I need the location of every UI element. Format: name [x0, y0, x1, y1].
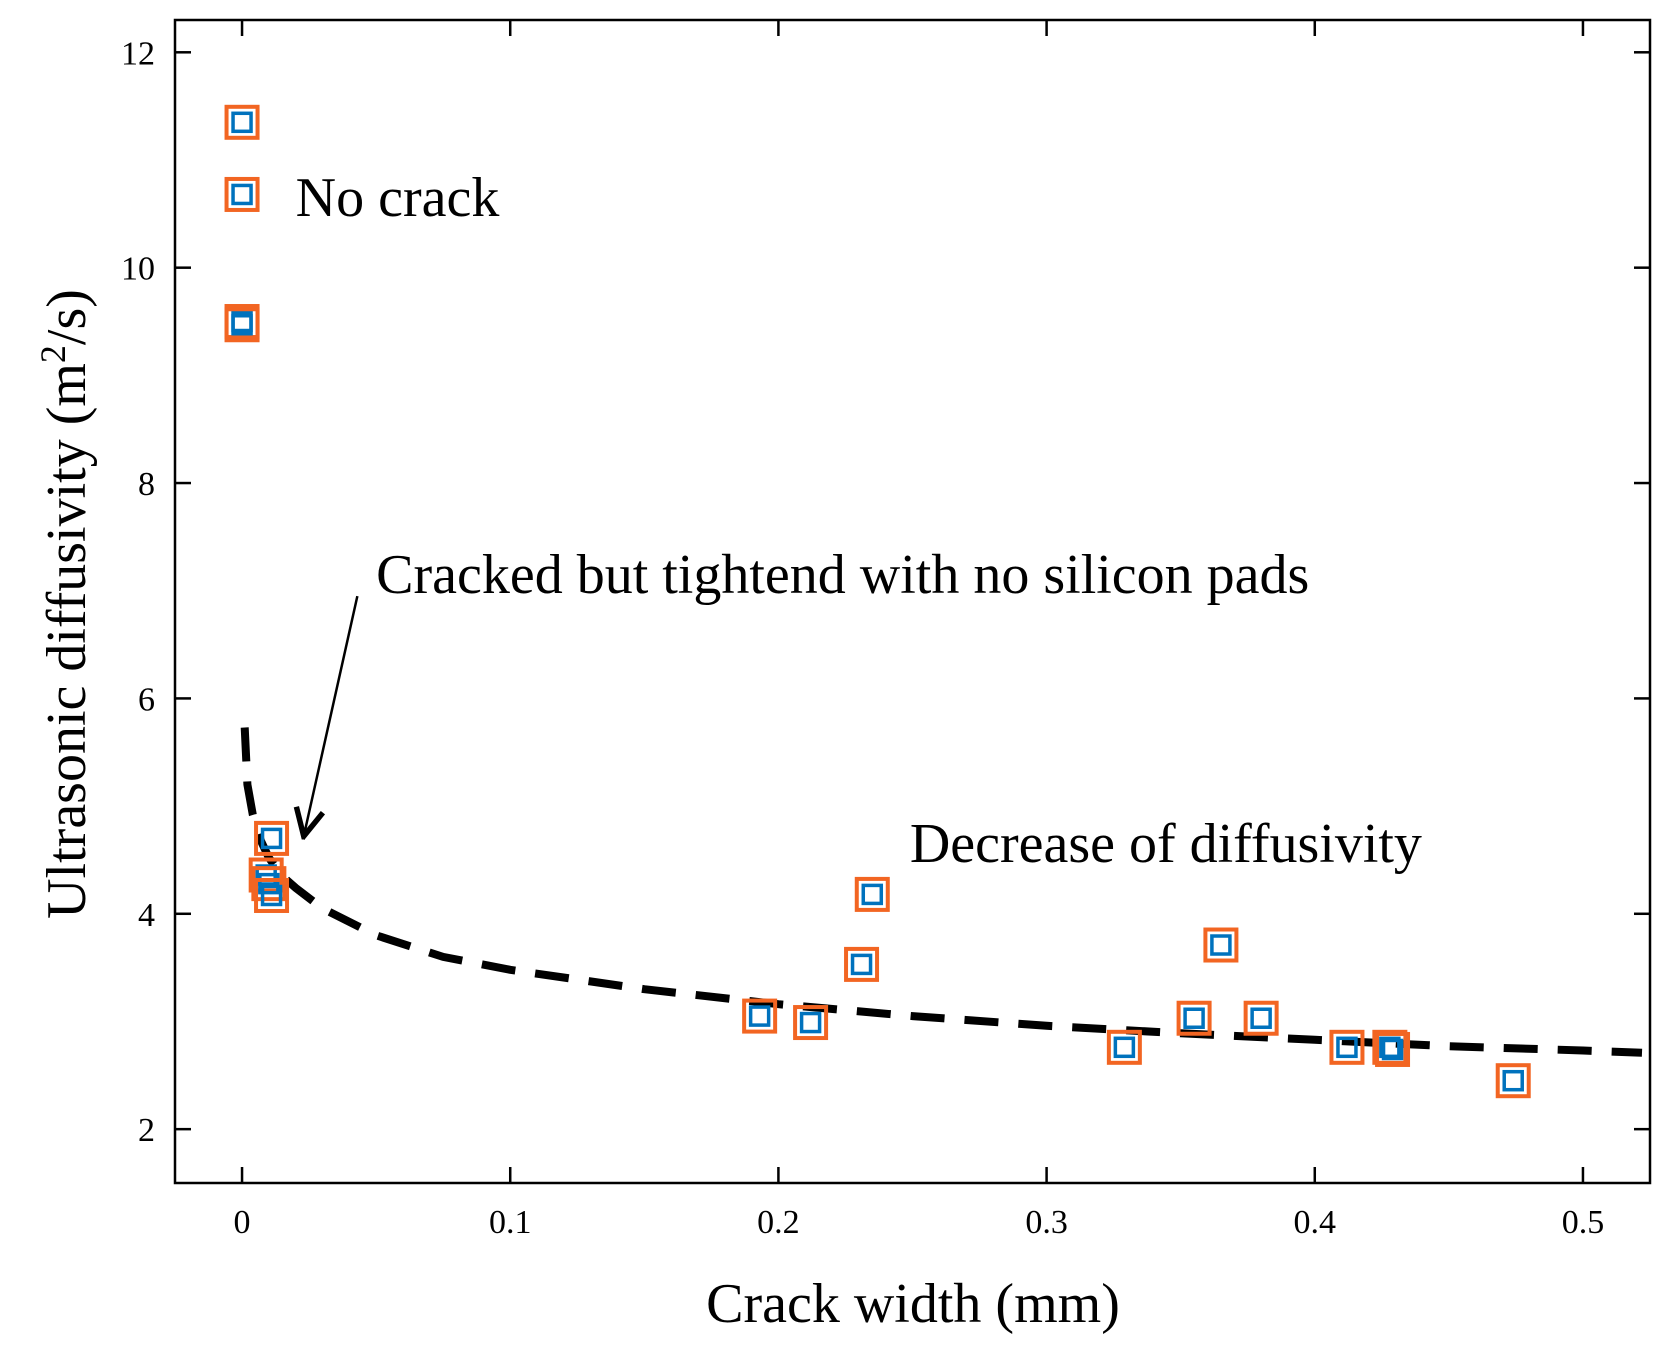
point-outer-square	[844, 946, 880, 982]
axis-labels: Crack width (mm) Ultrasonic diffusivity …	[33, 289, 1120, 1335]
annotation-cracked: Cracked but tightend with no silicon pad…	[376, 544, 1309, 606]
x-tick-label: 0.1	[489, 1204, 532, 1241]
data-point	[793, 1005, 829, 1041]
point-inner-square	[1381, 1038, 1404, 1061]
point-inner-square	[1183, 1007, 1205, 1029]
x-tick-label: 0	[234, 1204, 251, 1241]
y-tick-label: 12	[121, 35, 155, 72]
point-outer-square	[1106, 1029, 1142, 1065]
data-point	[251, 866, 287, 902]
y-axis-label-suffix: /s)	[36, 289, 98, 345]
point-inner-square	[258, 872, 280, 895]
point-outer-square	[1243, 1000, 1279, 1036]
data-point	[254, 877, 290, 913]
point-outer-square	[254, 820, 290, 856]
y-tick-label: 6	[138, 681, 155, 718]
point-inner-square	[799, 1011, 822, 1034]
point-outer-square	[1372, 1029, 1408, 1065]
data-point	[254, 820, 290, 856]
data-points	[224, 104, 1531, 1099]
annotation-arrow	[304, 595, 359, 836]
point-outer-square	[1176, 1000, 1212, 1036]
data-point	[224, 176, 260, 212]
y-tick-label: 8	[138, 466, 155, 503]
point-outer-square	[248, 857, 284, 893]
point-inner-square	[231, 111, 253, 134]
point-inner-square	[850, 953, 873, 976]
point-inner-square	[1250, 1007, 1272, 1029]
x-tick-label: 0.3	[1025, 1204, 1068, 1241]
data-point	[1176, 1000, 1212, 1036]
data-point	[854, 876, 890, 912]
point-outer-square	[793, 1005, 829, 1041]
annotation-no-crack: No crack	[296, 167, 500, 229]
point-outer-square	[251, 866, 287, 902]
point-outer-square	[224, 176, 260, 212]
point-inner-square	[1113, 1036, 1136, 1059]
point-outer-square	[854, 876, 890, 912]
data-point	[1375, 1031, 1411, 1067]
point-outer-square	[224, 307, 260, 343]
x-tick-label: 0.4	[1294, 1204, 1337, 1241]
point-inner-square	[260, 827, 283, 850]
point-inner-square	[1502, 1069, 1524, 1092]
data-point	[844, 946, 880, 982]
point-outer-square	[224, 104, 260, 140]
point-outer-square	[1329, 1029, 1365, 1065]
point-outer-square	[1375, 1031, 1411, 1067]
y-axis-label: Ultrasonic diffusivity (m2/s)	[33, 289, 98, 919]
point-inner-square	[1379, 1036, 1401, 1059]
data-point	[1243, 1000, 1279, 1036]
trend-line	[240, 727, 1643, 1057]
data-point	[1203, 927, 1239, 963]
point-inner-square	[1336, 1036, 1358, 1059]
x-axis-label: Crack width (mm)	[706, 1273, 1120, 1335]
annotations: No crack Cracked but tightend with no sil…	[296, 167, 1422, 875]
data-point	[224, 104, 260, 140]
y-tick-label: 2	[138, 1112, 155, 1149]
point-inner-square	[231, 313, 253, 336]
y-axis-label-main: Ultrasonic diffusivity (m	[36, 363, 98, 919]
data-point	[224, 307, 260, 343]
point-outer-square	[742, 998, 778, 1034]
y-tick-label: 4	[138, 897, 155, 934]
annotation-decrease: Decrease of diffusivity	[910, 813, 1422, 875]
data-point	[1495, 1063, 1531, 1099]
point-outer-square	[254, 877, 290, 913]
axes: 0 0.1 0.2 0.3 0.4 0.5 2 4 6 8 10 12	[121, 18, 1652, 1241]
y-tick-label: 10	[121, 251, 155, 288]
point-inner-square	[861, 883, 884, 906]
data-point	[1329, 1029, 1365, 1065]
point-inner-square	[748, 1005, 771, 1027]
data-point	[742, 998, 778, 1034]
point-outer-square	[1203, 927, 1239, 963]
x-tick-label: 0.2	[757, 1204, 800, 1241]
trend-line-layer	[240, 727, 1643, 1057]
point-inner-square	[260, 884, 283, 907]
point-inner-square	[231, 183, 253, 206]
point-outer-square	[1495, 1063, 1531, 1099]
x-tick-label: 0.5	[1562, 1204, 1605, 1241]
plot-frame	[173, 18, 1652, 1185]
data-point	[1106, 1029, 1142, 1065]
y-axis-label-superscript: 2	[33, 345, 73, 363]
point-inner-square	[1210, 934, 1232, 956]
data-point	[1372, 1029, 1408, 1065]
